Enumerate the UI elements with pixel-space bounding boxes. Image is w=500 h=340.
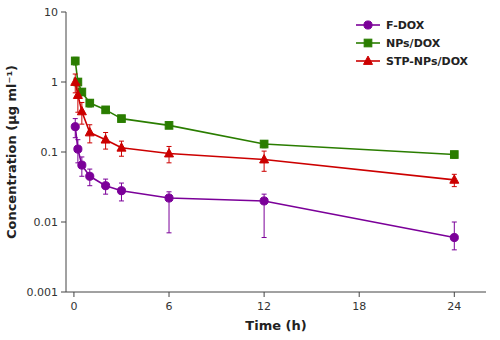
y-tick xyxy=(61,82,66,83)
x-tick xyxy=(454,292,455,297)
data-point xyxy=(117,143,126,151)
legend-marker xyxy=(364,56,373,64)
error-bar-cap xyxy=(103,179,108,180)
legend-label: STP-NPs/DOX xyxy=(386,55,469,68)
data-point xyxy=(118,115,126,123)
error-bar-cap xyxy=(79,124,84,125)
data-point xyxy=(165,194,173,202)
error-bar-cap xyxy=(103,194,108,195)
error-bar-cap xyxy=(79,176,84,177)
data-point xyxy=(71,57,79,65)
series-line xyxy=(75,82,454,180)
x-tick xyxy=(73,292,74,297)
series xyxy=(71,74,459,187)
chart: 0 6 12 18 24 0.001 0.01 0.1 1 10 Time (h) Concentra… xyxy=(0,0,500,340)
y-tick-label: 1 xyxy=(51,76,58,89)
x-axis-label: Time (h) xyxy=(245,318,306,333)
error-bar-cap xyxy=(87,169,92,170)
data-point xyxy=(165,149,174,157)
y-tick xyxy=(61,222,66,223)
legend-entry: STP-NPs/DOX xyxy=(356,55,469,68)
x-tick xyxy=(169,292,170,297)
error-bar-cap xyxy=(119,200,124,201)
data-point xyxy=(450,151,458,159)
series-line xyxy=(75,127,454,238)
data-point xyxy=(101,135,110,143)
error-bar-cap xyxy=(167,232,172,233)
legend: F-DOX NPs/DOX STP-NPs/DOX xyxy=(356,19,469,68)
error-bar-cap xyxy=(262,237,267,238)
error-bar-cap xyxy=(103,149,108,150)
series xyxy=(71,119,458,250)
data-point xyxy=(85,128,94,136)
data-point xyxy=(71,123,79,131)
data-point xyxy=(450,233,458,241)
y-tick xyxy=(61,292,66,293)
x-tick-label: 24 xyxy=(447,300,461,313)
y-tick xyxy=(61,12,66,13)
data-point xyxy=(86,99,94,107)
data-point xyxy=(450,175,459,183)
data-point xyxy=(71,77,80,85)
data-point xyxy=(165,122,173,130)
error-bar-cap xyxy=(262,171,267,172)
y-tick-label: 0.01 xyxy=(34,216,59,229)
plot-area xyxy=(71,57,459,250)
x-tick-label: 0 xyxy=(70,300,77,313)
series xyxy=(71,57,458,158)
error-bar-cap xyxy=(167,146,172,147)
error-bar-cap xyxy=(167,191,172,192)
error-bar-cap xyxy=(262,194,267,195)
legend-label: F-DOX xyxy=(386,19,425,32)
legend-marker xyxy=(364,21,372,29)
error-bar-cap xyxy=(452,186,457,187)
error-bar-cap xyxy=(103,132,108,133)
legend-entry: F-DOX xyxy=(356,19,425,32)
error-bar-cap xyxy=(262,151,267,152)
data-point xyxy=(73,90,82,98)
legend-entry: NPs/DOX xyxy=(356,37,441,50)
y-tick-label: 10 xyxy=(44,6,58,19)
x-axis-line xyxy=(66,292,486,293)
x-tick xyxy=(264,292,265,297)
data-point xyxy=(74,145,82,153)
error-bar-cap xyxy=(452,222,457,223)
error-bar-cap xyxy=(119,141,124,142)
data-point xyxy=(102,106,110,114)
y-axis-label: Concentration (μg ml⁻¹) xyxy=(4,65,19,239)
legend-label: NPs/DOX xyxy=(386,37,441,50)
error-bar-cap xyxy=(452,249,457,250)
data-point xyxy=(86,172,94,180)
axes: 0 6 12 18 24 0.001 0.01 0.1 1 10 xyxy=(27,6,487,313)
y-tick xyxy=(61,152,66,153)
error-bar-cap xyxy=(119,183,124,184)
x-tick-label: 6 xyxy=(166,300,173,313)
data-point xyxy=(102,182,110,190)
data-point xyxy=(117,187,125,195)
legend-marker xyxy=(364,39,372,47)
x-tick-label: 18 xyxy=(352,300,366,313)
y-tick-label: 0.1 xyxy=(41,146,59,159)
error-bar-cap xyxy=(73,118,78,119)
error-bar-cap xyxy=(119,156,124,157)
error-bar-cap xyxy=(87,124,92,125)
data-point xyxy=(260,197,268,205)
error-bar-cap xyxy=(87,142,92,143)
y-tick-label: 0.001 xyxy=(27,286,59,299)
error-bar-cap xyxy=(73,74,78,75)
data-point xyxy=(78,161,86,169)
x-tick xyxy=(359,292,360,297)
data-point xyxy=(260,155,269,163)
series-line xyxy=(75,61,454,155)
x-tick-label: 12 xyxy=(257,300,271,313)
data-point xyxy=(260,140,268,148)
error-bar-cap xyxy=(167,162,172,163)
error-bar-cap xyxy=(87,185,92,186)
data-point xyxy=(77,106,86,114)
